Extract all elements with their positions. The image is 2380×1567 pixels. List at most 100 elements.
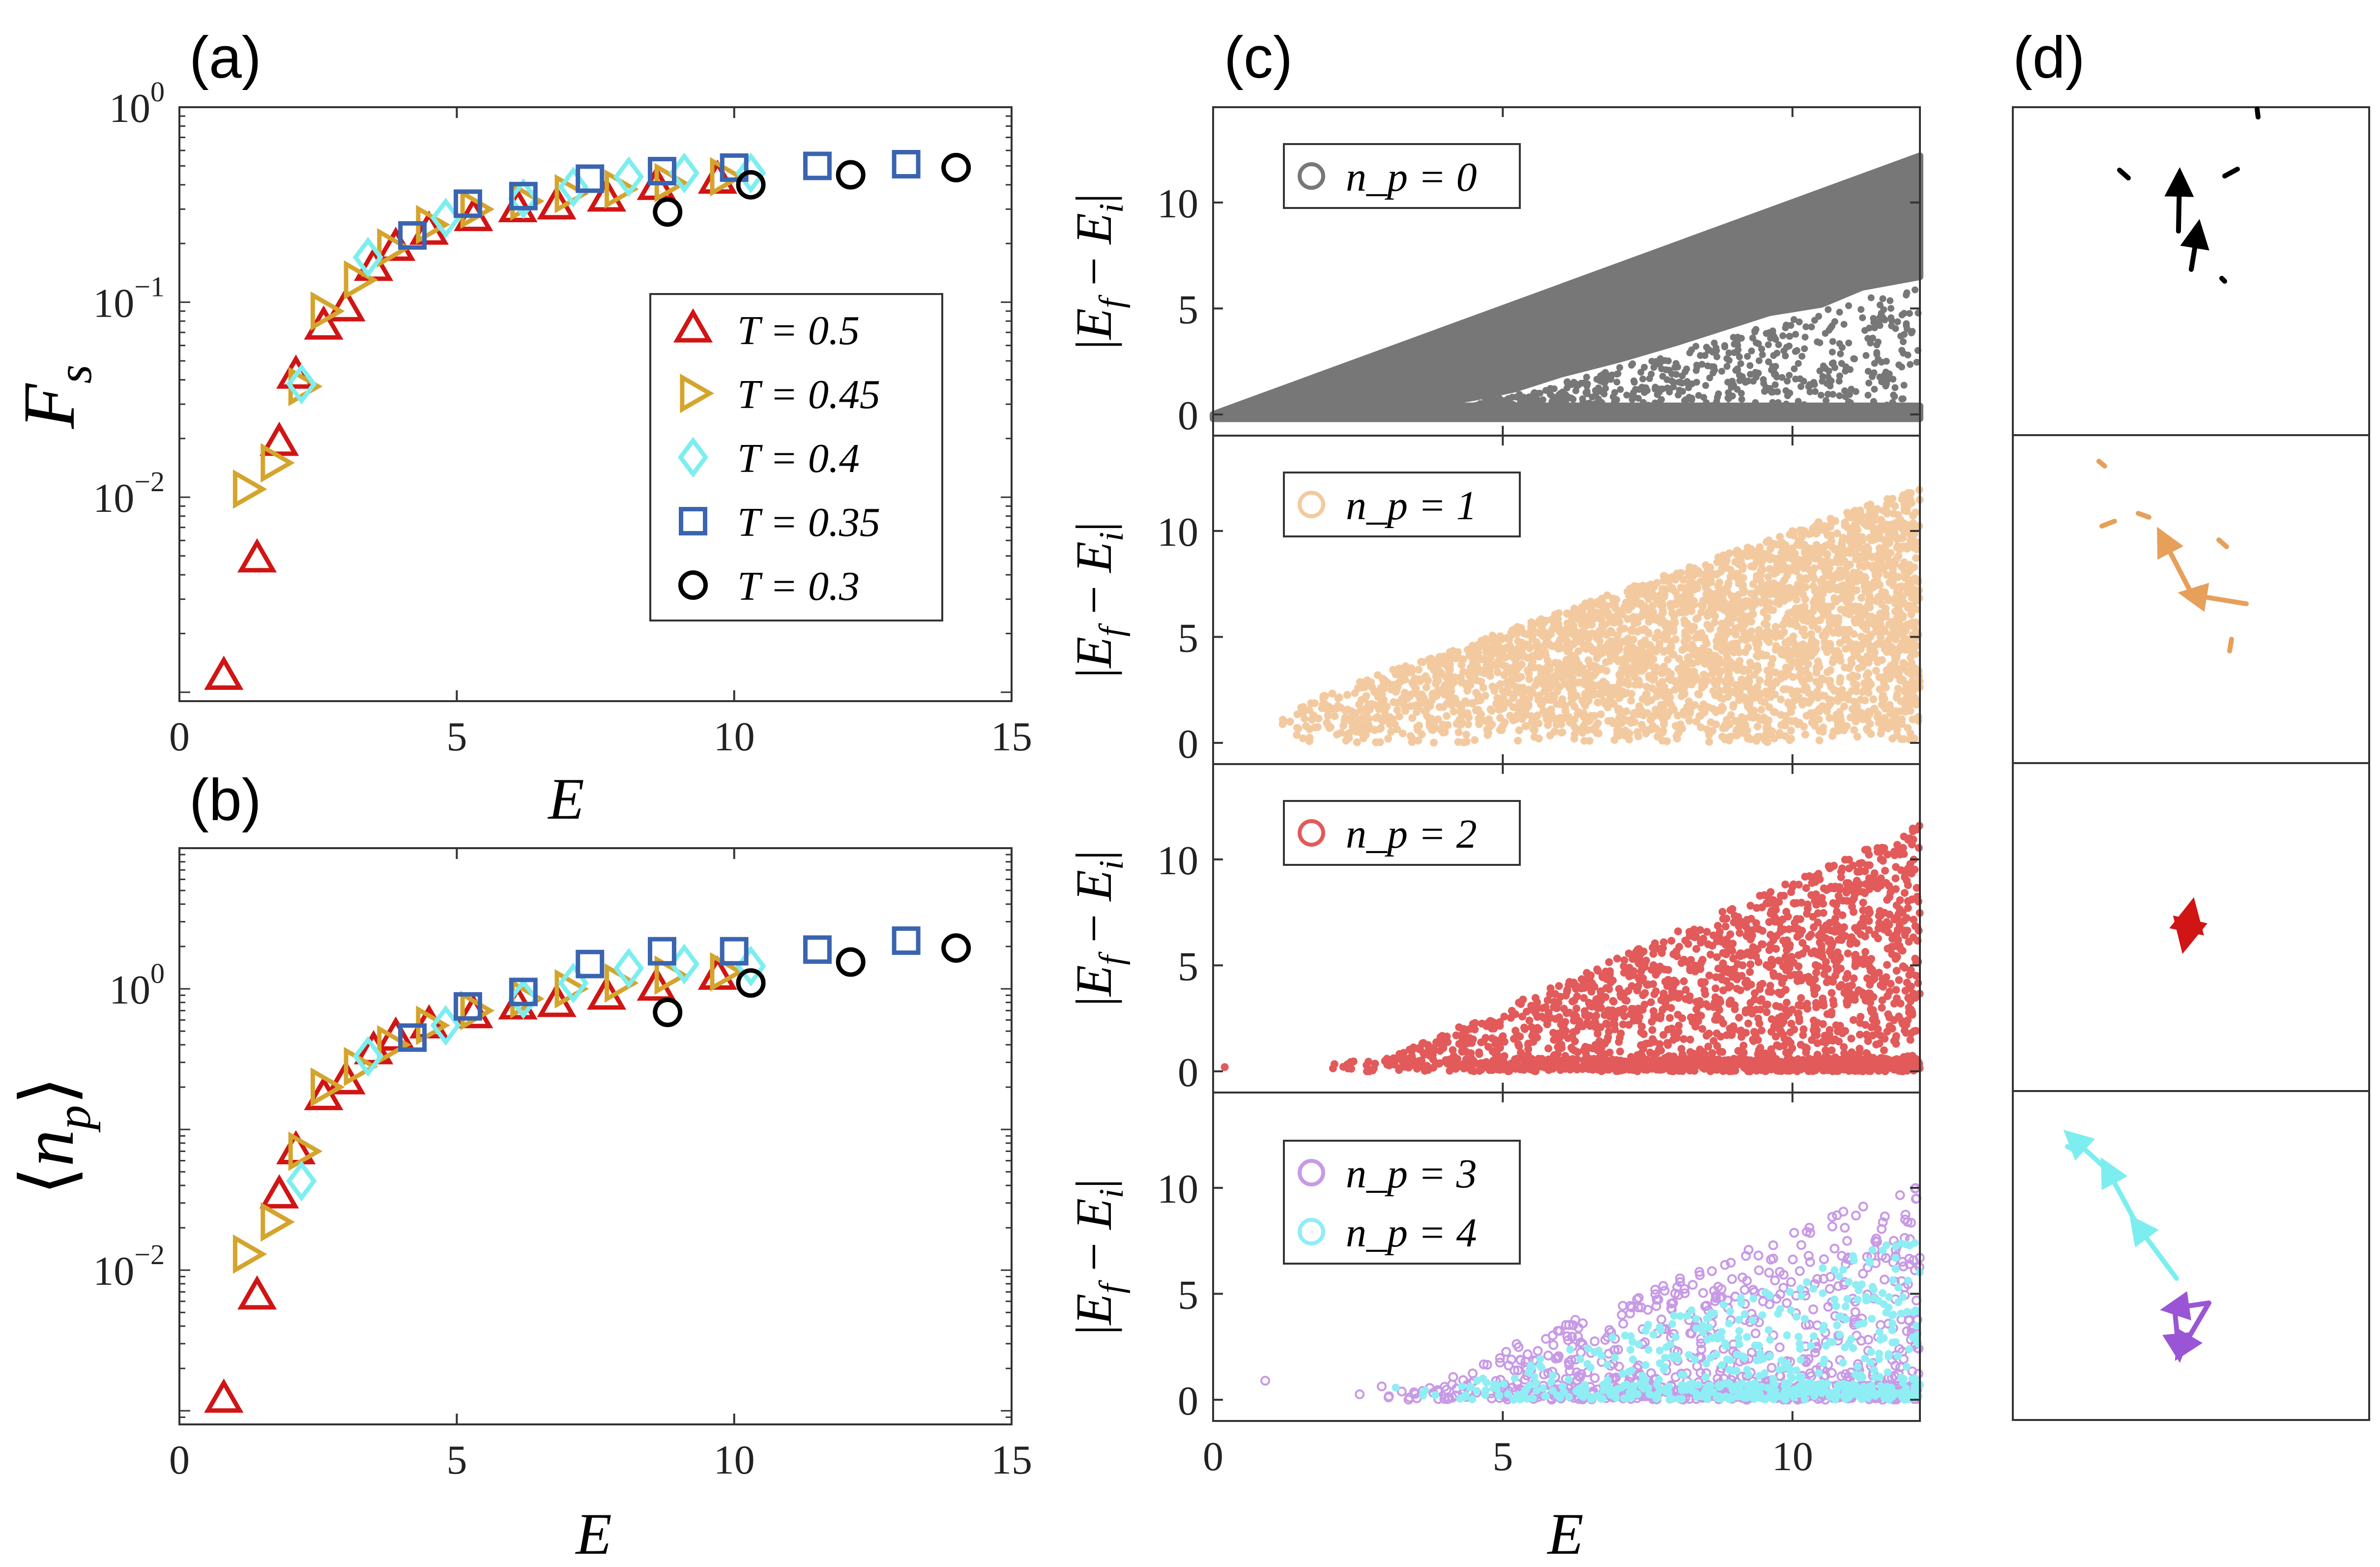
- scatter-point: [1764, 691, 1772, 699]
- scatter-point: [1523, 666, 1532, 675]
- scatter-point: [1535, 642, 1543, 650]
- scatter-point: [1770, 569, 1779, 578]
- scatter-point: [1376, 738, 1384, 746]
- scatter-point: [1891, 502, 1899, 510]
- scatter-point: [1723, 363, 1731, 370]
- scatter-point: [1580, 379, 1588, 386]
- scatter-point: [1581, 702, 1590, 710]
- scatter-point: [1861, 605, 1869, 613]
- scatter-point: [1864, 391, 1872, 399]
- scatter-point: [1840, 702, 1848, 710]
- series-marker: [509, 977, 538, 1006]
- scatter-point: [1718, 586, 1726, 594]
- scatter-point: [1628, 396, 1636, 403]
- scatter-point: [1802, 711, 1811, 720]
- scatter-point: [1680, 644, 1688, 652]
- scatter-point: [1883, 409, 1890, 416]
- scatter-point: [1537, 675, 1545, 683]
- scatter-point: [1627, 597, 1636, 606]
- scatter-point: [1391, 720, 1399, 728]
- scatter-point: [1836, 392, 1843, 399]
- series-marker: [735, 152, 766, 194]
- scatter-point: [1739, 373, 1746, 381]
- scatter-point: [1894, 630, 1902, 638]
- scatter-point: [1597, 680, 1606, 688]
- scatter-point: [1826, 523, 1834, 531]
- scatter-point: [1735, 1013, 1743, 1022]
- scatter-point: [1596, 637, 1604, 645]
- scatter-point: [1488, 682, 1497, 691]
- scatter-point: [1825, 306, 1832, 313]
- scatter-point: [1815, 736, 1824, 744]
- scatter-point: [1570, 639, 1578, 648]
- scatter-point: [1900, 661, 1909, 669]
- scatter-point: [1671, 576, 1680, 584]
- scatter-point: [1393, 706, 1401, 714]
- scatter-point: [1906, 495, 1915, 503]
- scatter-point: [1533, 649, 1541, 657]
- scatter-point: [1813, 408, 1821, 415]
- scatter-point: [1836, 721, 1844, 729]
- scatter-point: [1498, 723, 1506, 732]
- scatter-point: [1724, 402, 1732, 409]
- series-marker: [892, 150, 921, 178]
- scatter-point: [1682, 663, 1690, 671]
- scatter-point: [1658, 396, 1665, 403]
- scatter-point: [1471, 652, 1480, 660]
- scatter-point: [1700, 681, 1709, 690]
- series-marker: [803, 935, 832, 964]
- scatter-point: [1571, 411, 1579, 418]
- scatter-point: [1688, 396, 1695, 404]
- scatter-point: [1900, 500, 1909, 508]
- scatter-point: [1857, 544, 1865, 552]
- scatter-point: [1766, 565, 1774, 573]
- scatter-point: [1801, 561, 1810, 569]
- scatter-point: [1857, 594, 1865, 602]
- scatter-point: [1799, 353, 1805, 360]
- scatter-point: [1413, 708, 1421, 716]
- scatter-point: [1724, 693, 1732, 701]
- scatter-point: [1649, 722, 1657, 730]
- scatter-point: [1680, 685, 1688, 693]
- x-tick-label: 10: [714, 714, 755, 760]
- scatter-point: [1732, 727, 1741, 736]
- scatter-point: [1641, 364, 1648, 371]
- legend-marker: [673, 308, 713, 343]
- scatter-point: [1616, 364, 1624, 371]
- scatter-point: [1378, 691, 1386, 699]
- scatter-point: [1897, 519, 1905, 527]
- scatter-point: [1898, 582, 1906, 591]
- scatter-point: [1873, 349, 1881, 356]
- scatter-point: [1587, 663, 1596, 671]
- series-marker: [232, 469, 267, 509]
- series-marker: [558, 166, 589, 207]
- scatter-point: [1746, 362, 1754, 369]
- scatter-point: [1880, 562, 1888, 569]
- scatter-point: [1779, 555, 1787, 563]
- scatter-point: [1486, 654, 1495, 662]
- scatter-point: [1818, 561, 1827, 569]
- scatter-point: [1700, 394, 1708, 401]
- scatter-point: [1305, 706, 1313, 714]
- series-marker: [310, 1067, 345, 1107]
- scatter-point: [1562, 391, 1569, 399]
- scatter-point: [1733, 666, 1741, 674]
- scatter-point: [1843, 524, 1852, 532]
- scatter-point: [1736, 657, 1744, 665]
- y-axis-label: Fs: [8, 364, 102, 429]
- scatter-point: [1886, 558, 1894, 566]
- scatter-point: [1864, 515, 1873, 523]
- scatter-point: [1567, 676, 1574, 684]
- scatter-point: [1665, 386, 1673, 394]
- scatter-point: [1893, 542, 1902, 550]
- scatter-point: [1912, 554, 1920, 562]
- scatter-point: [1521, 722, 1530, 730]
- series-marker: [697, 955, 737, 990]
- scatter-point: [1850, 649, 1858, 657]
- scatter-point: [1765, 673, 1773, 680]
- x-axis-label: E: [575, 1501, 611, 1567]
- scatter-point: [1519, 695, 1528, 704]
- scatter-point: [1770, 388, 1777, 395]
- scatter-point: [1569, 396, 1577, 403]
